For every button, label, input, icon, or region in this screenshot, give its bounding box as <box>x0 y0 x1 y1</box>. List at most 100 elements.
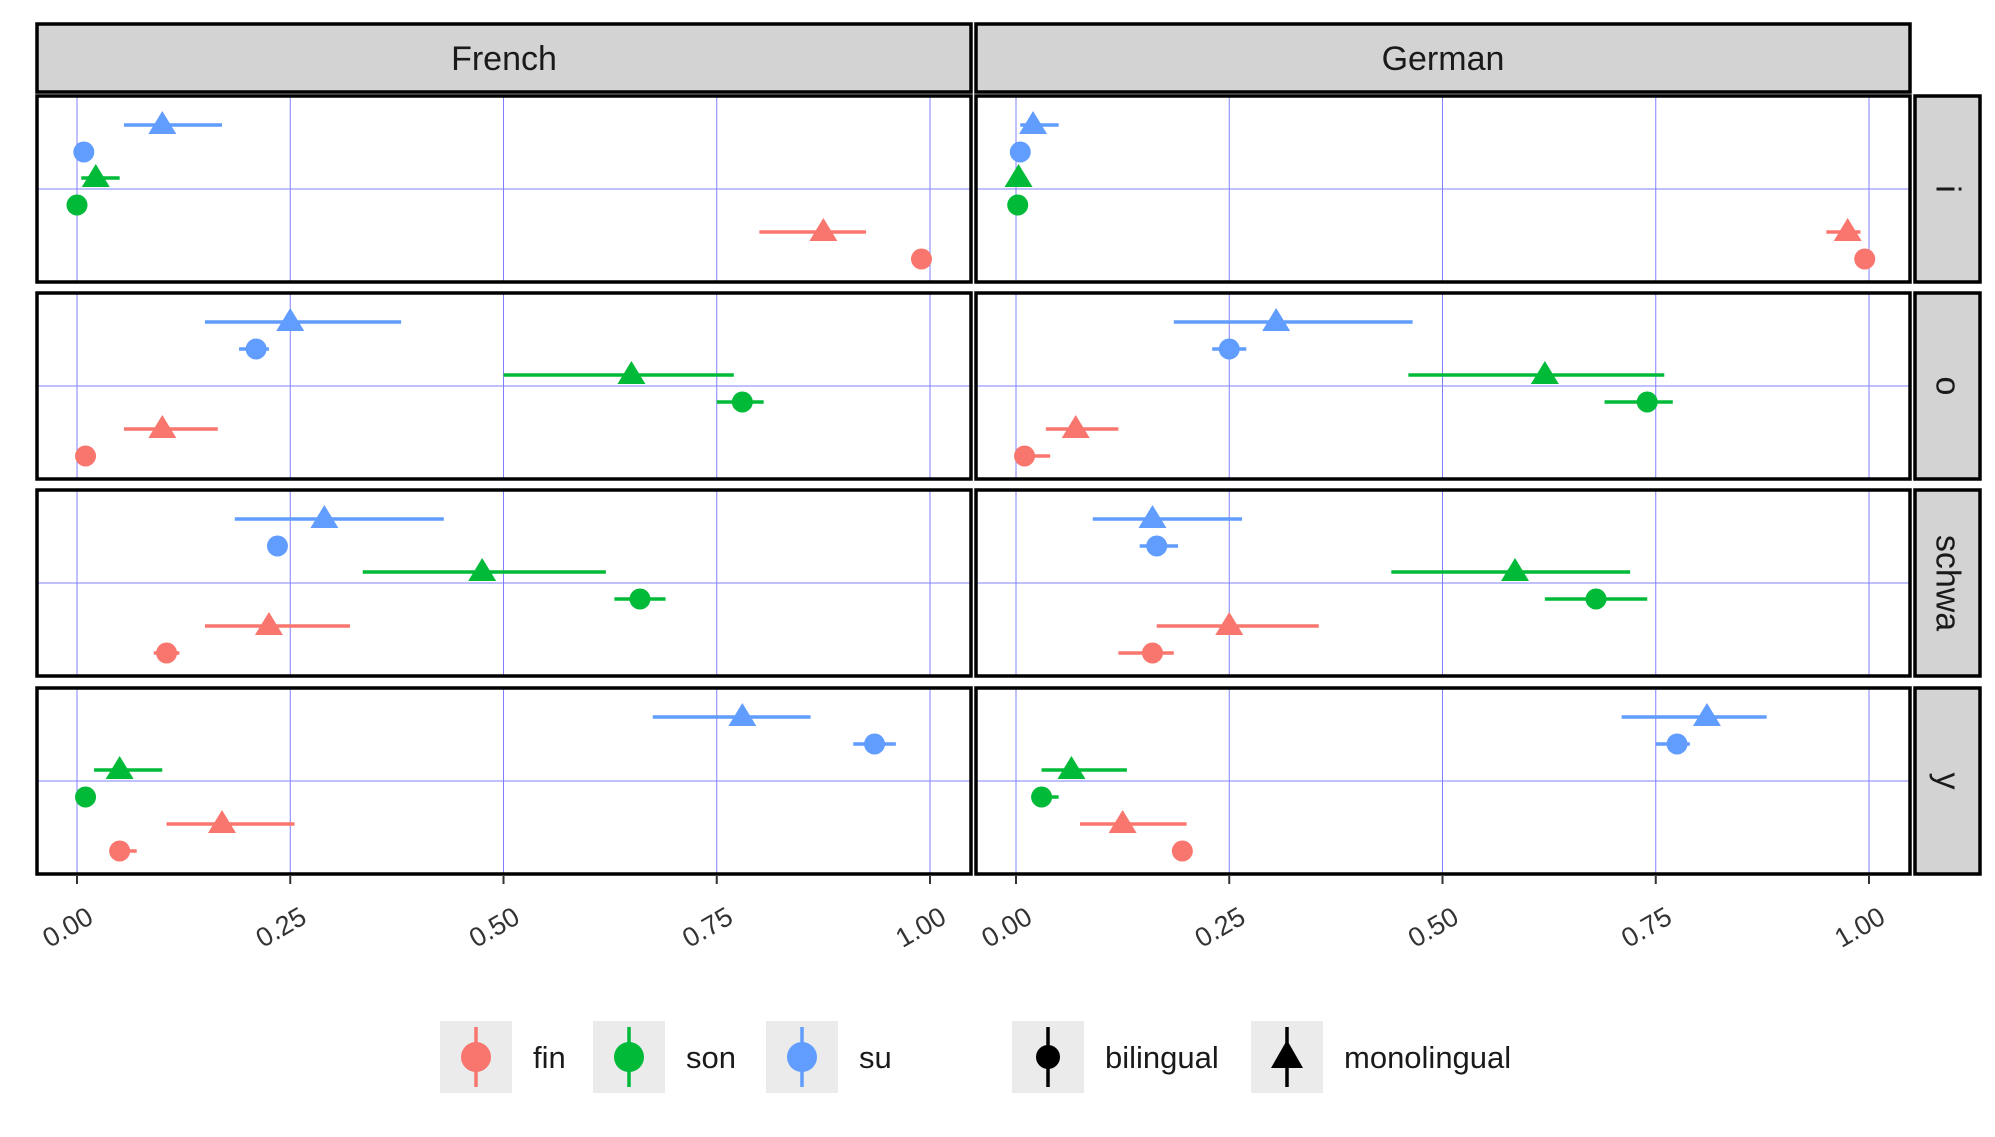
column-strip-label: French <box>451 40 557 78</box>
legend: fin son su bilingual monolingual <box>440 1021 1511 1093</box>
point-son-monolingual <box>1004 164 1033 187</box>
point-fin-bilingual <box>910 248 932 270</box>
legend-key-marker <box>1271 1040 1303 1068</box>
row-strip-y: y <box>1913 686 1982 876</box>
bilingual-marker <box>731 391 753 413</box>
point-fin-bilingual <box>1014 445 1051 467</box>
row-strip-label: y <box>1929 773 1967 790</box>
panel-border <box>35 686 973 876</box>
panel-german-schwa <box>974 488 1912 678</box>
monolingual-marker <box>105 756 134 779</box>
point-fin-bilingual <box>109 840 137 862</box>
panel-german-y <box>974 686 1912 876</box>
x-tick-label: 0.75 <box>1616 901 1677 953</box>
point-su-bilingual <box>239 338 269 360</box>
point-son-bilingual <box>75 786 97 808</box>
point-su-bilingual <box>73 141 95 163</box>
bilingual-marker <box>1636 391 1658 413</box>
bilingual-marker <box>1585 588 1607 610</box>
point-su-monolingual <box>1019 111 1059 134</box>
panel-german-i <box>974 94 1912 284</box>
monolingual-marker <box>1215 612 1244 635</box>
point-su-monolingual <box>1092 505 1243 528</box>
bilingual-marker <box>245 338 267 360</box>
legend-key-marker <box>461 1042 491 1072</box>
column-strips: French German <box>35 22 1912 94</box>
monolingual-marker <box>254 612 283 635</box>
point-son-monolingual <box>94 756 163 779</box>
point-fin-monolingual <box>166 810 295 833</box>
panel-border <box>974 488 1912 678</box>
x-tick-label: 1.00 <box>890 901 951 953</box>
bilingual-marker <box>1854 248 1876 270</box>
bilingual-marker <box>156 642 178 664</box>
monolingual-marker <box>809 218 838 241</box>
point-son-bilingual <box>716 391 764 413</box>
point-fin-bilingual <box>153 642 180 664</box>
panels <box>35 94 1912 876</box>
bilingual-marker <box>75 445 97 467</box>
legend-item-son: son <box>593 1021 736 1093</box>
point-su-monolingual <box>234 505 444 528</box>
bilingual-marker <box>75 786 97 808</box>
panel-border <box>974 686 1912 876</box>
point-su-monolingual <box>123 111 223 134</box>
panel-french-y <box>35 686 973 876</box>
point-son-bilingual <box>1007 194 1029 216</box>
panel-french-schwa <box>35 488 973 678</box>
point-son-bilingual <box>1544 588 1648 610</box>
monolingual-marker <box>148 415 177 438</box>
monolingual-marker <box>1057 756 1086 779</box>
column-strip-french: French <box>35 22 973 94</box>
row-strip-o: o <box>1913 291 1982 481</box>
monolingual-marker <box>1108 810 1137 833</box>
monolingual-marker <box>1530 361 1559 384</box>
legend-label: son <box>686 1040 736 1075</box>
x-tick-label: 0.50 <box>1403 901 1464 953</box>
x-tick-label: 0.00 <box>976 901 1037 953</box>
point-su-bilingual <box>266 535 288 557</box>
panel-border <box>35 488 973 678</box>
point-su-monolingual <box>652 703 811 726</box>
bilingual-marker <box>864 733 886 755</box>
point-fin-bilingual <box>1171 840 1193 862</box>
point-son-bilingual <box>614 588 666 610</box>
x-axis-french: 0.00 0.25 0.50 0.75 1.00 <box>37 876 951 953</box>
monolingual-marker <box>1138 505 1167 528</box>
point-su-bilingual <box>1139 535 1179 557</box>
point-fin-monolingual <box>1156 612 1319 635</box>
x-tick-label: 0.25 <box>1190 901 1251 953</box>
x-tick-label: 0.50 <box>464 901 525 953</box>
point-fin-bilingual <box>75 445 97 467</box>
point-fin-monolingual <box>759 218 867 241</box>
x-tick-label: 0.00 <box>37 901 98 953</box>
point-su-monolingual <box>204 308 402 331</box>
column-strip-label: German <box>1382 40 1505 78</box>
legend-item-monolingual: monolingual <box>1251 1021 1511 1093</box>
point-su-bilingual <box>1009 141 1031 163</box>
bilingual-marker <box>73 141 95 163</box>
panel-border <box>35 291 973 481</box>
bilingual-marker <box>910 248 932 270</box>
monolingual-marker <box>148 111 177 134</box>
point-son-bilingual <box>66 194 88 216</box>
point-su-monolingual <box>1173 308 1413 331</box>
monolingual-marker <box>1833 218 1862 241</box>
monolingual-marker <box>276 308 305 331</box>
monolingual-marker <box>1019 111 1048 134</box>
point-son-monolingual <box>503 361 734 384</box>
x-tick-label: 0.25 <box>251 901 312 953</box>
panel-border <box>35 94 973 284</box>
x-axes: 0.00 0.25 0.50 0.75 1.00 0.00 0.25 0.50 0.75 1.00 <box>37 876 1890 953</box>
monolingual-marker <box>310 505 339 528</box>
point-son-monolingual <box>1391 558 1631 581</box>
point-fin-bilingual <box>1118 642 1174 664</box>
legend-item-su: su <box>766 1021 892 1093</box>
bilingual-marker <box>109 840 131 862</box>
point-son-monolingual <box>1408 361 1665 384</box>
bilingual-marker <box>1014 445 1036 467</box>
bilingual-marker <box>1009 141 1031 163</box>
point-son-bilingual <box>1031 786 1059 808</box>
row-strip-label: i <box>1929 185 1967 193</box>
point-son-monolingual <box>1041 756 1127 779</box>
